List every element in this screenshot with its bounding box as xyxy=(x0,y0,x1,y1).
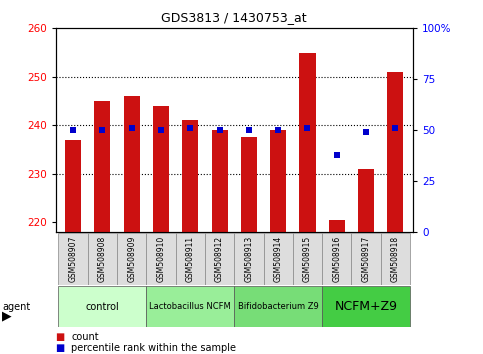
Text: GSM508913: GSM508913 xyxy=(244,236,254,282)
Bar xyxy=(234,286,322,327)
Text: GSM508914: GSM508914 xyxy=(274,236,283,282)
Text: GSM508917: GSM508917 xyxy=(362,236,370,282)
Text: Bifidobacterium Z9: Bifidobacterium Z9 xyxy=(238,302,319,311)
Text: GSM508911: GSM508911 xyxy=(186,236,195,282)
Text: GSM508909: GSM508909 xyxy=(127,235,136,282)
Text: ■: ■ xyxy=(56,343,65,353)
Text: GSM508916: GSM508916 xyxy=(332,236,341,282)
Bar xyxy=(124,96,140,232)
Text: percentile rank within the sample: percentile rank within the sample xyxy=(71,343,237,353)
Bar xyxy=(146,286,234,327)
Bar xyxy=(58,233,88,285)
Bar xyxy=(205,233,234,285)
Text: GSM508918: GSM508918 xyxy=(391,236,400,282)
Bar xyxy=(58,286,146,327)
Bar xyxy=(299,52,315,232)
Bar xyxy=(358,169,374,232)
Bar xyxy=(146,233,176,285)
Bar xyxy=(264,233,293,285)
Text: GDS3813 / 1430753_at: GDS3813 / 1430753_at xyxy=(161,11,307,24)
Text: Lactobacillus NCFM: Lactobacillus NCFM xyxy=(149,302,231,311)
Text: ▶: ▶ xyxy=(2,309,12,322)
Text: GSM508915: GSM508915 xyxy=(303,236,312,282)
Bar xyxy=(241,137,257,232)
Text: GSM508910: GSM508910 xyxy=(156,236,166,282)
Text: GSM508912: GSM508912 xyxy=(215,236,224,282)
Bar xyxy=(182,120,199,232)
Bar xyxy=(234,233,264,285)
Bar xyxy=(117,233,146,285)
Text: GSM508908: GSM508908 xyxy=(98,236,107,282)
Bar xyxy=(65,140,81,232)
Bar xyxy=(293,233,322,285)
Bar xyxy=(387,72,403,232)
Text: control: control xyxy=(85,302,119,312)
Bar xyxy=(270,130,286,232)
Bar xyxy=(329,220,345,232)
Bar xyxy=(153,106,169,232)
Bar xyxy=(88,233,117,285)
Bar xyxy=(322,233,352,285)
Text: ■: ■ xyxy=(56,332,65,342)
Bar xyxy=(176,233,205,285)
Bar xyxy=(94,101,111,232)
Text: GSM508907: GSM508907 xyxy=(69,235,78,282)
Bar xyxy=(381,233,410,285)
Text: count: count xyxy=(71,332,99,342)
Bar xyxy=(352,233,381,285)
Bar xyxy=(212,130,227,232)
Text: agent: agent xyxy=(2,302,30,312)
Bar xyxy=(322,286,410,327)
Text: NCFM+Z9: NCFM+Z9 xyxy=(335,300,398,313)
